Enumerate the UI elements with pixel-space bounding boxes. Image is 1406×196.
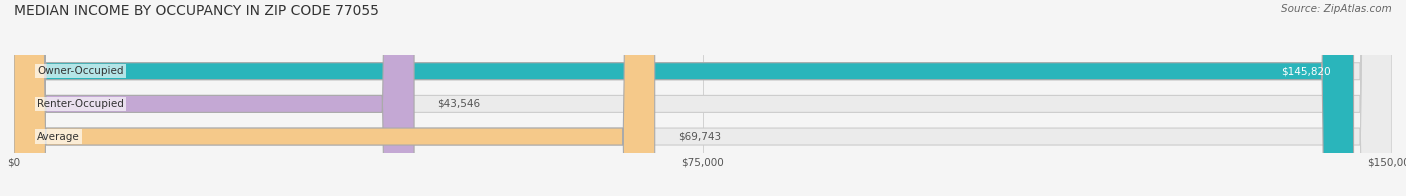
FancyBboxPatch shape <box>14 0 1392 196</box>
FancyBboxPatch shape <box>14 0 1392 196</box>
Text: Average: Average <box>37 132 80 142</box>
FancyBboxPatch shape <box>14 0 1354 196</box>
Text: Owner-Occupied: Owner-Occupied <box>37 66 124 76</box>
Text: Renter-Occupied: Renter-Occupied <box>37 99 124 109</box>
FancyBboxPatch shape <box>14 0 415 196</box>
Text: $69,743: $69,743 <box>678 132 721 142</box>
Text: Source: ZipAtlas.com: Source: ZipAtlas.com <box>1281 4 1392 14</box>
FancyBboxPatch shape <box>14 0 655 196</box>
FancyBboxPatch shape <box>14 0 1392 196</box>
Text: MEDIAN INCOME BY OCCUPANCY IN ZIP CODE 77055: MEDIAN INCOME BY OCCUPANCY IN ZIP CODE 7… <box>14 4 380 18</box>
Text: $145,820: $145,820 <box>1281 66 1330 76</box>
Text: $43,546: $43,546 <box>437 99 481 109</box>
